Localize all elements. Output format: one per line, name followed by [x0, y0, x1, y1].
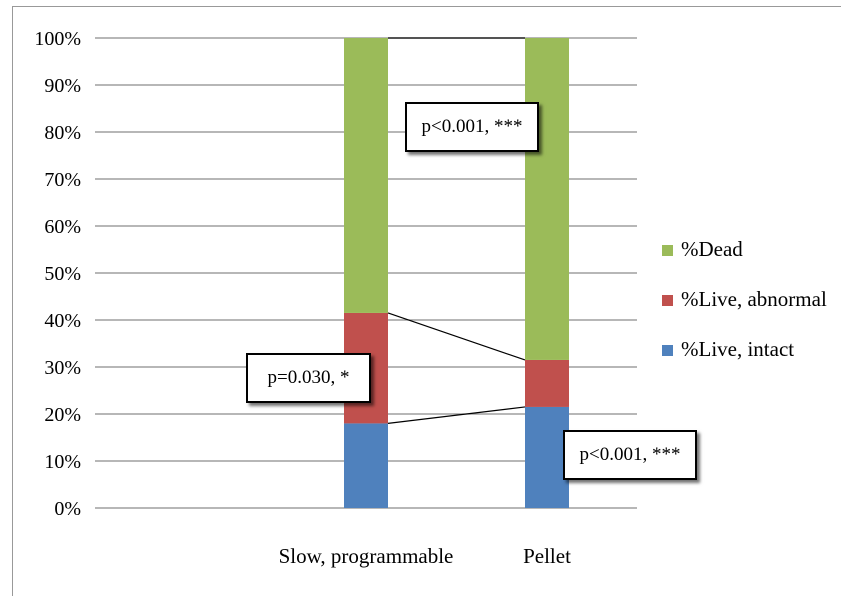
- y-tick-label: 70%: [44, 169, 81, 191]
- series-connector-line: [387, 406, 526, 424]
- frame-top-line: [12, 6, 841, 7]
- annotation-intact-pvalue: p<0.001, ***: [563, 430, 697, 480]
- y-tick-label: 30%: [44, 357, 81, 379]
- legend-label: %Dead: [681, 237, 743, 261]
- y-tick-label: 50%: [44, 263, 81, 285]
- y-tick-label: 20%: [44, 404, 81, 426]
- bar-segment: [344, 38, 388, 313]
- y-tick-label: 80%: [44, 122, 81, 144]
- x-category-label: Slow, programmable: [279, 544, 454, 568]
- frame-left-line: [12, 6, 13, 596]
- category-labels: Slow, programmable Pellet: [279, 544, 571, 568]
- bar-segment: [525, 359, 569, 407]
- bars: [344, 38, 569, 508]
- y-tick-label: 10%: [44, 451, 81, 473]
- y-tick-label: 0%: [54, 498, 81, 520]
- legend: %Dead %Live, abnormal %Live, intact: [662, 237, 827, 361]
- x-category-label: Pellet: [523, 544, 571, 568]
- y-tick-label: 90%: [44, 75, 81, 97]
- y-tick-label: 100%: [34, 28, 81, 50]
- annotation-abnormal-pvalue: p=0.030, *: [246, 353, 371, 403]
- legend-label: %Live, intact: [681, 337, 794, 361]
- bar-segment: [525, 38, 569, 360]
- legend-label: %Live, abnormal: [681, 287, 827, 311]
- y-tick-label: 40%: [44, 310, 81, 332]
- bar-segment: [344, 423, 388, 508]
- legend-swatch: [662, 345, 673, 356]
- legend-swatch: [662, 295, 673, 306]
- connector-lines: [387, 37, 526, 424]
- bar-segment: [525, 406, 569, 508]
- annotation-dead-pvalue: p<0.001, ***: [405, 102, 539, 152]
- legend-swatch: [662, 245, 673, 256]
- y-axis-tick-labels: 0% 10% 20% 30% 40% 50% 60% 70% 80% 90% 100%: [34, 28, 81, 520]
- series-connector-line: [387, 312, 526, 361]
- y-tick-label: 60%: [44, 216, 81, 238]
